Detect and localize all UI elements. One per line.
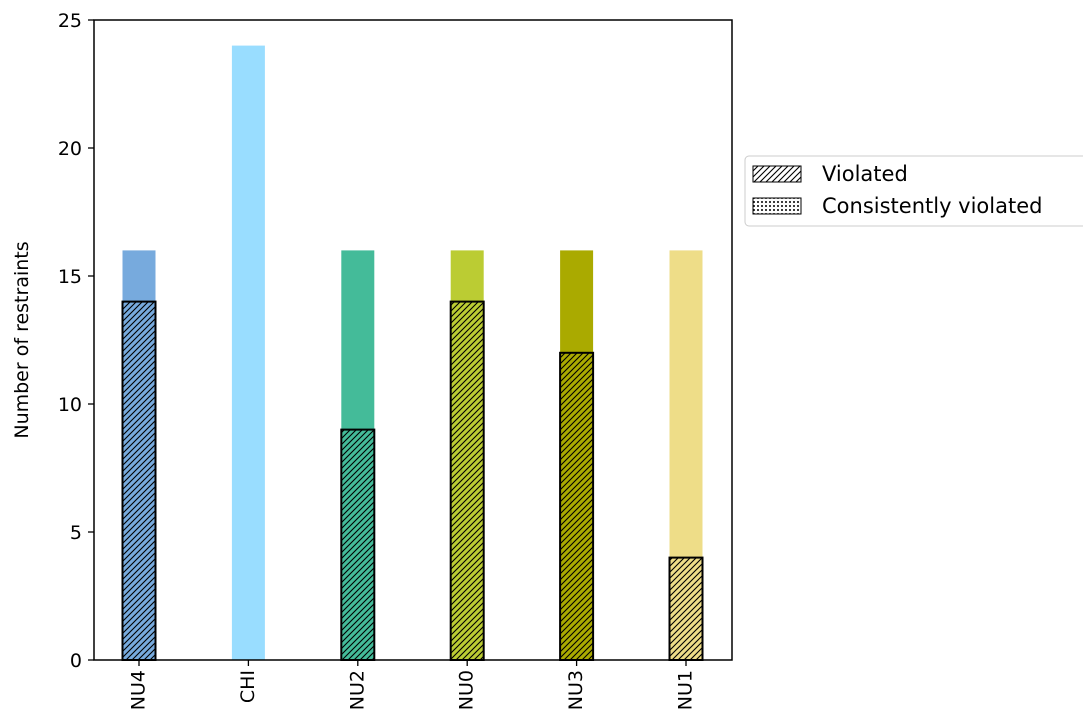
- bar-violated-nu0: [449, 300, 485, 661]
- x-tick-label: NU3: [565, 670, 587, 710]
- y-tick-label: 0: [70, 650, 82, 672]
- legend-label-consistently-violated: Consistently violated: [822, 194, 1042, 218]
- y-tick-label: 15: [58, 266, 82, 288]
- violated-overlay-layer: [121, 300, 704, 661]
- y-tick-label: 5: [70, 522, 82, 544]
- legend-frame: [744, 155, 1083, 227]
- x-tick-label: NU2: [346, 670, 368, 710]
- bar-violated-nu4: [121, 300, 157, 661]
- y-axis-title: Number of restraints: [11, 241, 33, 438]
- legend-label-violated: Violated: [822, 162, 908, 186]
- x-axis: NU4 CHI NU2 NU0 NU3 NU1: [128, 660, 697, 710]
- plot-frame: [93, 19, 733, 661]
- y-tick-label: 25: [58, 10, 82, 32]
- bars-layer: [122, 45, 703, 661]
- bar-violated-nu3: [559, 351, 595, 661]
- y-axis: 0 5 10 15 20 25: [58, 10, 94, 672]
- x-tick-label: NU4: [128, 670, 150, 710]
- bar-total-chi: [231, 45, 265, 661]
- x-tick-label: NU1: [675, 670, 697, 710]
- legend-swatch-consistently-violated: [752, 197, 802, 215]
- legend: Violated Consistently violated: [744, 155, 1083, 227]
- bar-violated-nu2: [340, 428, 376, 661]
- y-tick-label: 20: [58, 138, 82, 160]
- x-tick-label: NU0: [456, 670, 478, 710]
- legend-swatch-violated: [752, 165, 802, 183]
- bar-violated-nu1: [668, 556, 704, 661]
- y-tick-label: 10: [58, 394, 82, 416]
- x-tick-label: CHI: [237, 670, 259, 703]
